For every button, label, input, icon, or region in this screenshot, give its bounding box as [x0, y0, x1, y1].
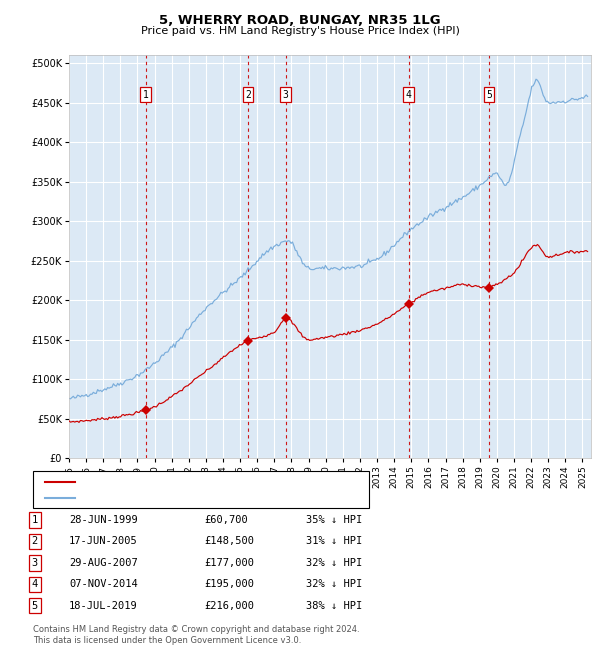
Text: 1: 1 — [32, 515, 38, 525]
Text: 5, WHERRY ROAD, BUNGAY, NR35 1LG: 5, WHERRY ROAD, BUNGAY, NR35 1LG — [159, 14, 441, 27]
Text: £216,000: £216,000 — [204, 601, 254, 611]
Text: 29-AUG-2007: 29-AUG-2007 — [69, 558, 138, 568]
Text: 5, WHERRY ROAD, BUNGAY, NR35 1LG (detached house): 5, WHERRY ROAD, BUNGAY, NR35 1LG (detach… — [81, 477, 358, 487]
Text: 17-JUN-2005: 17-JUN-2005 — [69, 536, 138, 547]
Text: £60,700: £60,700 — [204, 515, 248, 525]
Text: HPI: Average price, detached house, East Suffolk: HPI: Average price, detached house, East… — [81, 493, 320, 502]
Text: 5: 5 — [486, 90, 492, 99]
Text: £148,500: £148,500 — [204, 536, 254, 547]
Text: Contains HM Land Registry data © Crown copyright and database right 2024.
This d: Contains HM Land Registry data © Crown c… — [33, 625, 359, 645]
Text: 18-JUL-2019: 18-JUL-2019 — [69, 601, 138, 611]
Text: 07-NOV-2014: 07-NOV-2014 — [69, 579, 138, 590]
Text: 32% ↓ HPI: 32% ↓ HPI — [306, 579, 362, 590]
Text: 38% ↓ HPI: 38% ↓ HPI — [306, 601, 362, 611]
Text: 4: 4 — [32, 579, 38, 590]
Text: 5: 5 — [32, 601, 38, 611]
Text: 4: 4 — [406, 90, 412, 99]
Text: Price paid vs. HM Land Registry's House Price Index (HPI): Price paid vs. HM Land Registry's House … — [140, 26, 460, 36]
Text: 1: 1 — [143, 90, 149, 99]
Text: £177,000: £177,000 — [204, 558, 254, 568]
Text: 3: 3 — [283, 90, 289, 99]
Text: 28-JUN-1999: 28-JUN-1999 — [69, 515, 138, 525]
Text: 31% ↓ HPI: 31% ↓ HPI — [306, 536, 362, 547]
Text: 35% ↓ HPI: 35% ↓ HPI — [306, 515, 362, 525]
Text: 2: 2 — [32, 536, 38, 547]
Text: 32% ↓ HPI: 32% ↓ HPI — [306, 558, 362, 568]
Text: 2: 2 — [245, 90, 251, 99]
Text: 3: 3 — [32, 558, 38, 568]
Text: £195,000: £195,000 — [204, 579, 254, 590]
